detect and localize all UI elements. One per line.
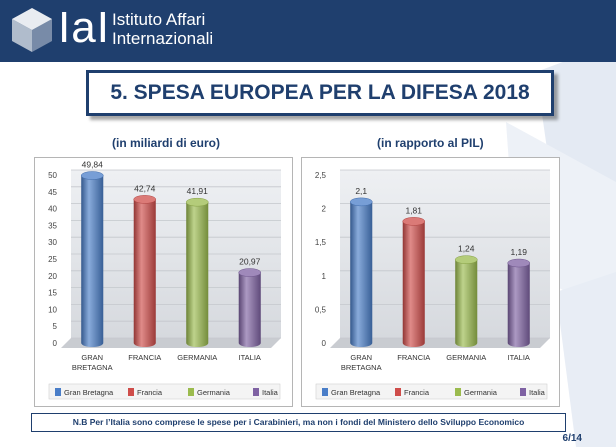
data-label: 20,97 <box>239 257 261 267</box>
bar-cap-1 <box>133 195 157 204</box>
y-tick-label: 1 <box>322 272 327 281</box>
y-tick-label: 20 <box>48 272 57 281</box>
y-tick-label: 2 <box>322 205 327 214</box>
legend-label: Italia <box>529 388 546 397</box>
header-band: IaI Istituto Affari Internazionali <box>0 0 616 62</box>
y-tick-label: 0,5 <box>315 305 327 314</box>
legend-swatch <box>188 388 194 396</box>
y-tick-label: 0 <box>322 339 327 348</box>
data-label: 1,19 <box>510 247 527 257</box>
legend-swatch <box>455 388 461 396</box>
org-line-2: Internazionali <box>112 29 214 48</box>
x-tick-label: BRETAGNA <box>72 363 113 372</box>
plot-area <box>340 170 550 338</box>
data-label: 41,91 <box>187 186 209 196</box>
x-tick-label: BRETAGNA <box>341 363 382 372</box>
bar-0 <box>350 201 373 347</box>
bar-2 <box>455 259 478 347</box>
legend-swatch <box>395 388 401 396</box>
legend-swatch <box>253 388 259 396</box>
legend-label: Francia <box>404 388 430 397</box>
y-tick-label: 1,5 <box>315 238 327 247</box>
x-tick-label: GRAN <box>350 353 372 362</box>
y-tick-label: 50 <box>48 171 57 180</box>
plot-floor <box>61 338 281 348</box>
x-tick-label: GRAN <box>81 353 103 362</box>
legend-label: Gran Bretagna <box>331 388 381 397</box>
legend-label: Germania <box>464 388 498 397</box>
logo-text: IaI <box>58 3 110 52</box>
data-label: 49,84 <box>82 160 104 170</box>
legend-label: Francia <box>137 388 163 397</box>
bar-2 <box>186 202 209 347</box>
bar-cap-0 <box>80 171 104 180</box>
plot-floor <box>330 338 550 348</box>
left-chart-subtitle: (in miliardi di euro) <box>112 136 221 150</box>
footnote: N.B Per l’Italia sono comprese le spese … <box>31 413 566 432</box>
data-label: 1,81 <box>405 205 422 215</box>
legend-label: Italia <box>262 388 279 397</box>
bar-cap-3 <box>238 268 262 277</box>
bar-3 <box>507 263 530 347</box>
page-number: 6/14 <box>562 433 582 444</box>
y-tick-label: 30 <box>48 238 57 247</box>
bar-3 <box>238 272 261 347</box>
bar-cap-2 <box>185 197 209 207</box>
slide-title: 5. SPESA EUROPEA PER LA DIFESA 2018 <box>110 81 530 104</box>
y-tick-label: 15 <box>48 289 57 298</box>
data-label: 1,24 <box>458 244 475 254</box>
right-chart-subtitle: (in rapporto al PIL) <box>377 136 484 150</box>
y-tick-label: 10 <box>48 305 57 314</box>
legend-swatch <box>322 388 328 396</box>
x-tick-label: GERMANIA <box>177 353 217 362</box>
legend-swatch <box>520 388 526 396</box>
bar-cap-1 <box>402 217 426 226</box>
y-tick-label: 45 <box>48 188 57 197</box>
y-tick-label: 2,5 <box>315 171 327 180</box>
legend-label: Germania <box>197 388 231 397</box>
x-tick-label: GERMANIA <box>446 353 486 362</box>
cube-icon <box>12 8 52 52</box>
legend-box <box>315 383 548 400</box>
organization-name: Istituto Affari Internazionali <box>112 10 213 48</box>
bar-cap-0 <box>349 197 373 207</box>
legend-label: Gran Bretagna <box>64 388 114 397</box>
y-tick-label: 40 <box>48 205 57 214</box>
y-tick-label: 0 <box>53 339 58 348</box>
bar-0 <box>81 175 104 347</box>
bar-1 <box>402 221 425 347</box>
legend-swatch <box>55 388 61 396</box>
right-bar-chart: 0 0,5 1 1,5 2 2,5 2,1 GRAN BRETAGNA 1,81 FRANCIA 1,… <box>301 157 560 407</box>
title-box: 5. SPESA EUROPEA PER LA DIFESA 2018 <box>86 70 554 116</box>
bar-cap-3 <box>507 258 531 268</box>
data-label: 2,1 <box>355 186 367 196</box>
bar-cap-2 <box>454 255 478 264</box>
legend-swatch <box>128 388 134 396</box>
data-label: 42,74 <box>134 183 156 193</box>
x-tick-label: FRANCIA <box>397 353 430 362</box>
y-tick-label: 5 <box>53 322 58 331</box>
x-tick-label: FRANCIA <box>128 353 161 362</box>
legend-box <box>48 383 281 400</box>
x-tick-label: ITALIA <box>239 353 261 362</box>
y-tick-label: 35 <box>48 221 57 230</box>
left-bar-chart: 0 5 10 15 20 25 30 35 40 45 50 49,84 GRAN BRETAGNA 42,… <box>34 157 293 407</box>
y-tick-label: 25 <box>48 255 57 264</box>
x-tick-label: ITALIA <box>508 353 530 362</box>
org-line-1: Istituto Affari <box>112 10 206 29</box>
bar-1 <box>133 199 156 347</box>
